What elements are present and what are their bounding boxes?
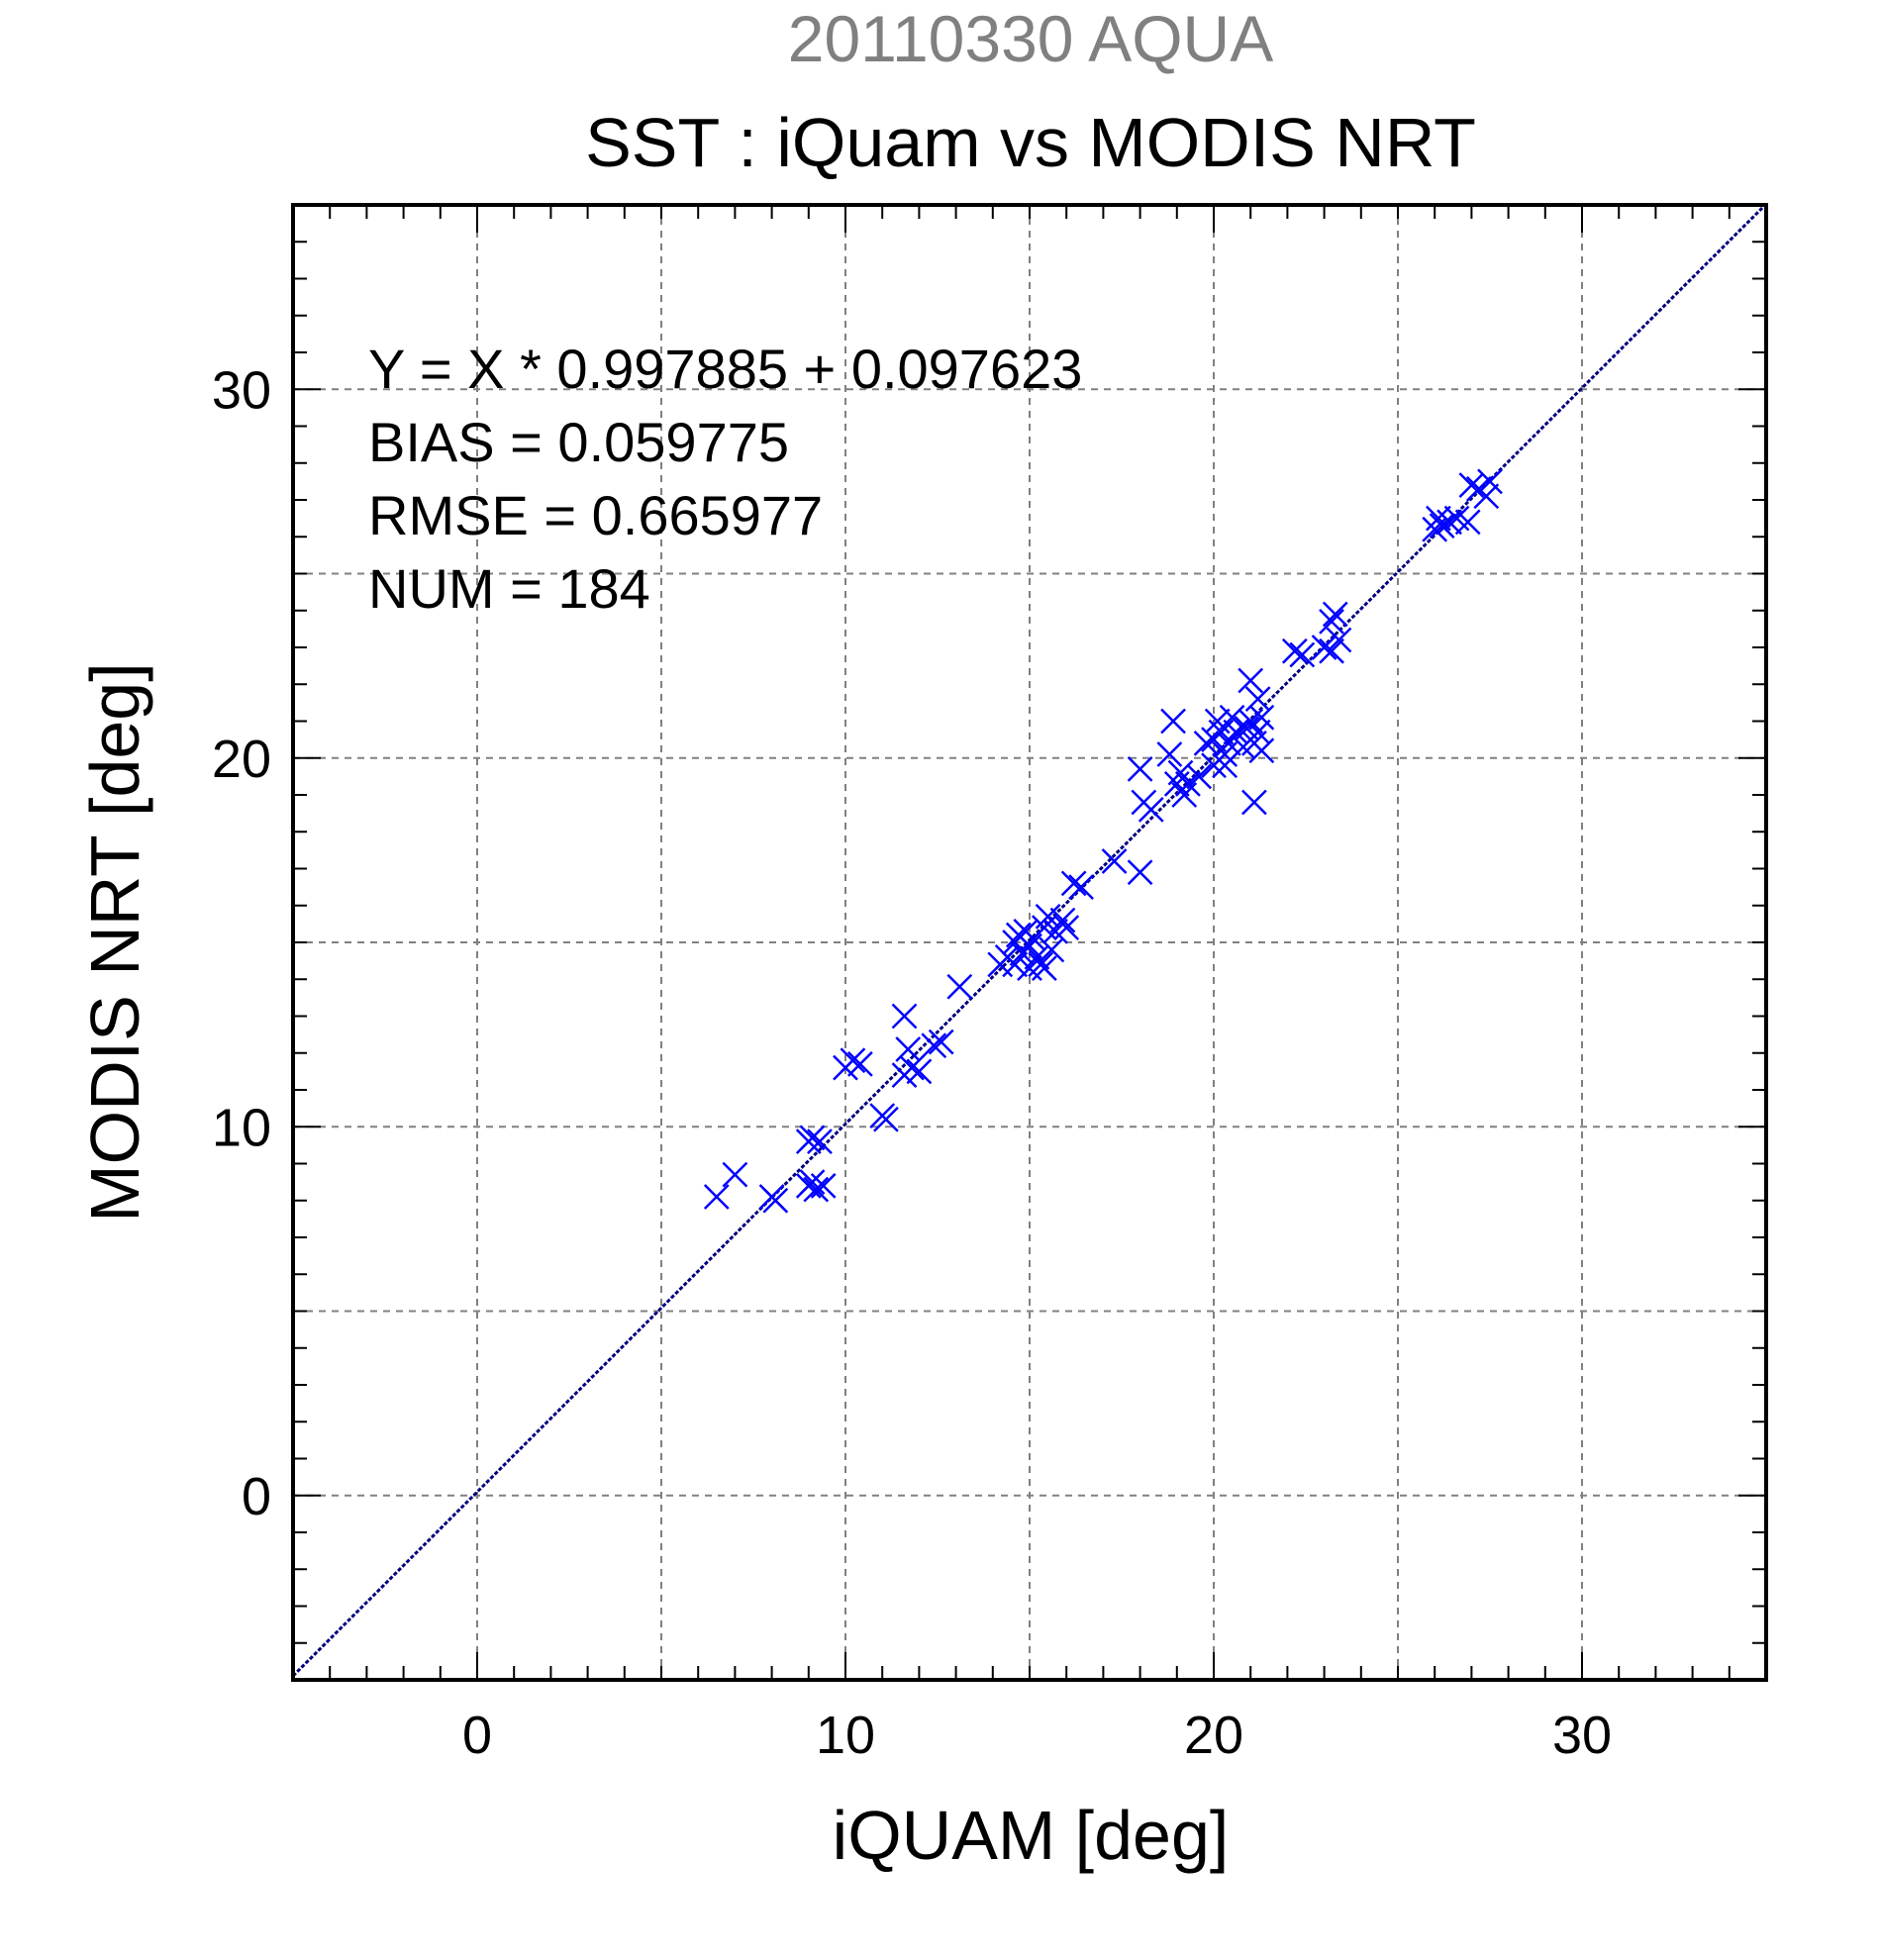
data-point	[1156, 741, 1183, 767]
data-point	[840, 1047, 866, 1074]
stats-num: NUM = 184	[368, 557, 650, 620]
data-point	[1429, 513, 1455, 539]
chart-suptitle: 20110330 AQUA	[788, 2, 1274, 75]
data-point	[722, 1161, 748, 1188]
data-point	[810, 1172, 837, 1199]
y-tick-label: 20	[212, 730, 271, 789]
chart-title: SST : iQuam vs MODIS NRT	[585, 104, 1476, 181]
data-point	[1241, 789, 1267, 816]
data-point	[1473, 483, 1500, 510]
data-point	[1175, 770, 1201, 797]
data-point	[928, 1029, 954, 1055]
data-point	[921, 1032, 947, 1059]
data-point	[1049, 907, 1076, 933]
data-point	[1060, 870, 1087, 897]
y-tick-label: 0	[242, 1467, 271, 1526]
data-point	[1248, 704, 1275, 731]
data-point	[799, 1125, 826, 1151]
data-point	[1326, 627, 1352, 653]
data-points	[703, 468, 1503, 1214]
x-tick-label: 30	[1552, 1706, 1612, 1765]
data-point	[1031, 955, 1057, 981]
stats-fit-equation: Y = X * 0.997885 + 0.097623	[368, 338, 1082, 400]
stats-bias: BIAS = 0.059775	[368, 411, 789, 473]
data-point	[1322, 601, 1348, 628]
data-point	[1219, 704, 1245, 731]
data-point	[803, 1176, 830, 1203]
data-point	[762, 1187, 789, 1214]
x-tick-labels: 0 10 20 30	[462, 1706, 1612, 1765]
fit-line	[291, 203, 1768, 1678]
data-point	[807, 1128, 833, 1155]
data-point	[873, 1106, 899, 1132]
data-point	[1127, 859, 1153, 886]
data-point	[1248, 737, 1275, 764]
data-point	[1160, 708, 1186, 735]
data-point	[1289, 641, 1316, 668]
stats-annotation: Y = X * 0.997885 + 0.097623 BIAS = 0.059…	[368, 338, 1082, 620]
data-point	[946, 973, 973, 1000]
data-point	[1002, 951, 1029, 978]
data-point	[1024, 944, 1050, 970]
data-point	[1138, 797, 1164, 823]
plot-frame	[291, 203, 1768, 1682]
data-point	[1101, 848, 1128, 874]
data-point	[1319, 609, 1344, 635]
y-tick-label: 30	[212, 360, 271, 420]
data-point	[891, 1003, 918, 1029]
data-point	[906, 1058, 933, 1085]
x-tick-label: 20	[1184, 1706, 1243, 1765]
data-point	[1311, 635, 1337, 660]
data-point	[1035, 904, 1061, 930]
data-point	[1068, 874, 1094, 901]
x-axis-label: iQUAM [deg]	[833, 1797, 1230, 1874]
data-point	[1454, 509, 1481, 536]
grid-lines	[293, 205, 1766, 1680]
fit-line-layer	[291, 203, 1768, 1678]
data-point	[1127, 756, 1153, 782]
data-point	[1281, 637, 1308, 664]
data-point	[703, 1184, 730, 1210]
y-tick-labels: 0 10 20 30	[212, 360, 271, 1526]
y-axis-label: MODIS NRT [deg]	[76, 662, 153, 1222]
data-point	[846, 1051, 873, 1077]
x-tick-label: 10	[816, 1706, 875, 1765]
data-point	[899, 1054, 925, 1081]
data-point	[1193, 730, 1220, 756]
data-point	[895, 1036, 922, 1062]
data-point	[1238, 667, 1264, 694]
y-tick-label: 10	[212, 1098, 271, 1157]
data-point	[1244, 686, 1271, 713]
data-point	[1186, 763, 1213, 790]
data-point	[1163, 770, 1190, 797]
data-point	[1319, 637, 1344, 664]
data-point	[1053, 915, 1080, 940]
data-point	[1436, 509, 1462, 536]
data-point	[1215, 730, 1241, 756]
minor-ticks	[293, 205, 1766, 1680]
data-point	[1017, 932, 1042, 959]
data-point	[1477, 468, 1503, 495]
stats-rmse: RMSE = 0.665977	[368, 484, 823, 546]
data-point	[1458, 472, 1485, 498]
x-tick-label: 0	[462, 1706, 492, 1765]
